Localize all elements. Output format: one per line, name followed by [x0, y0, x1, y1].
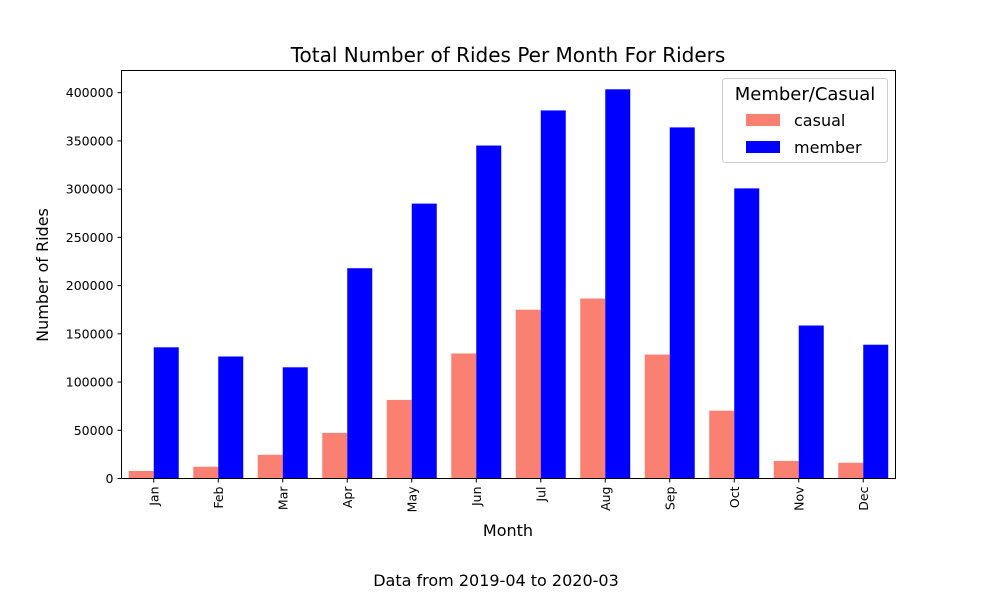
x-tick-label-may: May	[404, 486, 419, 512]
x-tick-label-jan: Jan	[146, 487, 161, 507]
bars	[128, 89, 889, 479]
bar-casual-jan	[128, 470, 154, 479]
bar-member-jan	[153, 347, 179, 479]
bar-member-jun	[476, 145, 502, 479]
legend: Member/Casual casual member	[722, 78, 888, 163]
bar-casual-jun	[451, 353, 477, 479]
y-tick-label: 350000	[66, 133, 114, 148]
y-axis-label: Number of Rides	[33, 208, 52, 342]
chart-caption: Data from 2019-04 to 2020-03	[373, 571, 619, 590]
x-axis-ticks: Jan Feb Mar Apr May Jun Jul Aug Sep Oct Nov Dec	[146, 478, 871, 512]
x-tick-label-nov: Nov	[791, 486, 806, 511]
bar-member-sep	[669, 127, 695, 479]
y-tick-label: 200000	[66, 278, 114, 293]
x-tick-label-jul: Jul	[533, 487, 548, 503]
y-tick-label: 400000	[66, 85, 114, 100]
x-tick-label-apr: Apr	[340, 486, 355, 508]
bar-member-apr	[347, 268, 373, 479]
legend-title: Member/Casual	[735, 84, 876, 105]
x-tick-label-jun: Jun	[469, 487, 484, 508]
legend-label-casual: casual	[794, 111, 845, 130]
bar-casual-dec	[838, 462, 864, 479]
x-tick-label-mar: Mar	[275, 486, 290, 510]
bar-casual-mar	[257, 454, 283, 479]
legend-label-member: member	[794, 138, 862, 157]
bar-casual-sep	[644, 354, 670, 479]
bar-casual-aug	[580, 298, 606, 479]
x-tick-label-oct: Oct	[727, 486, 742, 508]
y-tick-label: 250000	[66, 230, 114, 245]
bar-member-may	[411, 203, 437, 479]
bar-member-aug	[605, 89, 631, 479]
bar-member-feb	[218, 356, 244, 479]
y-tick-label: 300000	[66, 182, 114, 197]
bar-casual-oct	[709, 410, 735, 479]
y-tick-label: 150000	[66, 326, 114, 341]
y-tick-label: 0	[106, 471, 114, 486]
bar-casual-nov	[773, 460, 799, 479]
bar-member-dec	[863, 344, 889, 479]
y-tick-label: 50000	[74, 423, 114, 438]
plot-frame	[121, 70, 896, 479]
bar-casual-apr	[322, 432, 348, 479]
legend-swatch-member	[746, 141, 780, 153]
x-tick-label-dec: Dec	[856, 486, 871, 510]
y-axis-ticks: 0 50000 100000 150000 200000 250000 300000 3500…	[66, 85, 122, 486]
x-tick-label-aug: Aug	[598, 487, 613, 511]
bar-member-jul	[540, 110, 566, 479]
bar-casual-feb	[193, 466, 219, 479]
legend-swatch-casual	[746, 114, 780, 126]
x-axis-label: Month	[483, 521, 533, 540]
x-tick-label-feb: Feb	[211, 486, 226, 508]
bar-member-oct	[734, 188, 760, 479]
bar-member-mar	[282, 367, 308, 479]
y-tick-label: 100000	[66, 375, 114, 390]
bar-casual-may	[386, 399, 412, 479]
x-tick-label-sep: Sep	[662, 486, 677, 510]
bar-casual-jul	[515, 309, 541, 479]
bar-member-nov	[798, 325, 824, 479]
chart-title: Total Number of Rides Per Month For Ride…	[290, 43, 726, 67]
